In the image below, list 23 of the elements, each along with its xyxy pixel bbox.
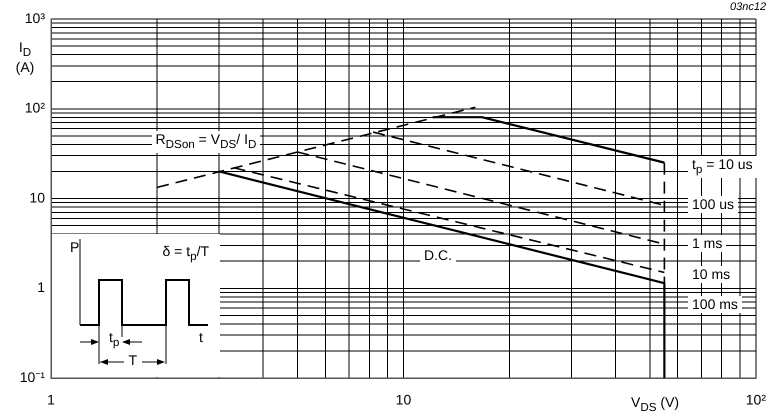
annotation: 10 ms xyxy=(688,266,734,284)
annotation: 100 ms xyxy=(688,296,742,314)
x-tick-label: 1 xyxy=(47,391,56,408)
annotation: t$_{p}$ xyxy=(109,329,120,350)
annotation: 100 us xyxy=(688,196,738,214)
y-axis-title: I$_{D}$ (A) xyxy=(14,39,36,76)
annotation: T xyxy=(128,352,138,368)
annotation: t$_{p}$ = 10 us xyxy=(688,156,757,178)
annotation: P xyxy=(70,239,80,256)
annotation: t xyxy=(199,329,203,346)
annotation: R$_{DSon}$ = V$_{DS}$/ I$_{D}$ xyxy=(152,131,260,153)
y-tick-label: 1 xyxy=(37,279,46,296)
annotation: 1 ms xyxy=(688,235,726,252)
x-tick-label: 10² xyxy=(746,391,766,408)
x-axis-title: V$_{DS}$ (V) xyxy=(631,394,680,415)
text: 03nc12 xyxy=(730,1,766,14)
annotation: D.C. xyxy=(420,247,456,264)
y-tick-label: 10 xyxy=(29,189,46,206)
annotation: δ = t$_{p}$/T xyxy=(162,243,210,264)
x-tick-label: 10 xyxy=(396,391,412,408)
y-tick-label: 10⁻¹ xyxy=(20,368,46,385)
y-tick-label: 10³ xyxy=(24,10,46,26)
y-tick-label: 10² xyxy=(24,100,46,116)
